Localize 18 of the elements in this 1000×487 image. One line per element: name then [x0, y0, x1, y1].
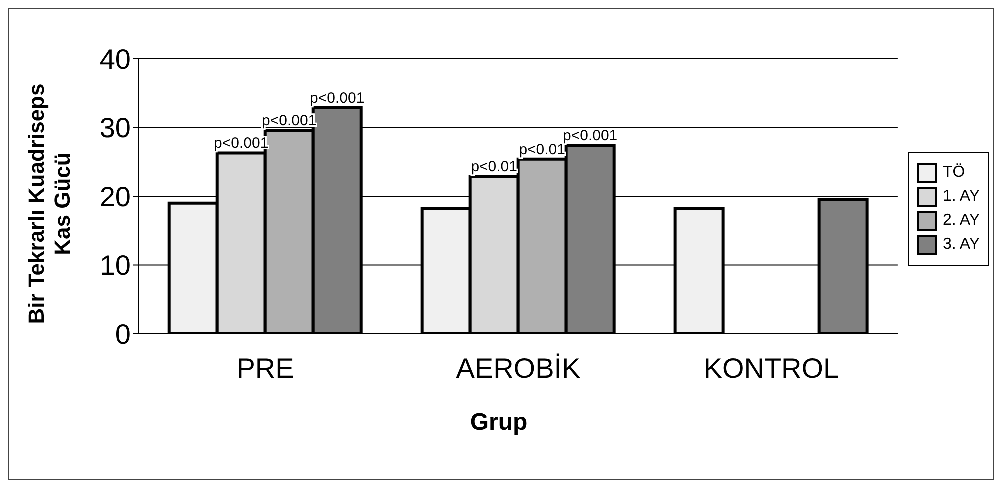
y-axis-title: Bir Tekrarlı Kuadriseps Kas Gücü [24, 84, 76, 324]
data-label: p<0.001 [310, 90, 365, 107]
y-tick-label: 0 [115, 318, 131, 350]
y-tick-label: 30 [100, 112, 131, 144]
y-tick-label: 10 [100, 250, 131, 282]
data-label: p<0.01 [471, 158, 518, 176]
x-tick-label: AEROBİK [456, 352, 582, 384]
y-tick-label: 20 [100, 181, 131, 212]
x-axis-title: Grup [469, 409, 529, 437]
legend-label: 2. AY [942, 212, 980, 230]
data-label: p<0.01 [519, 141, 566, 158]
data-label: p<0.001 [563, 128, 618, 145]
legend-label: TÖ [942, 164, 966, 182]
x-tick-label: PRE [236, 352, 294, 384]
y-tick-label: 40 [100, 44, 131, 75]
legend-label: 1. AY [942, 188, 980, 206]
x-tick-label: KONTROL [704, 352, 840, 384]
legend-label: 3. AY [942, 236, 980, 254]
